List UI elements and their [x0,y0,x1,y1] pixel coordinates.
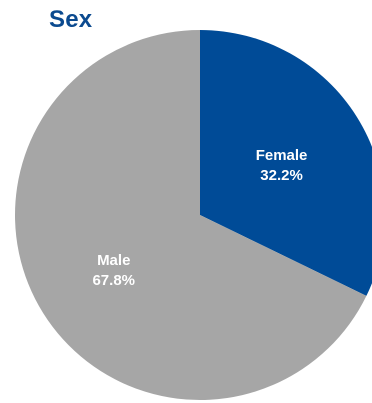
slice-value-female: 32.2% [260,167,303,184]
slice-value-male: 67.8% [92,272,135,289]
slice-label-female: Female [256,147,308,164]
pie-slice-female [200,30,372,296]
pie-labels: Female 32.2% Male 67.8% [92,147,307,289]
pie-slices [15,30,372,400]
slice-label-male: Male [97,252,130,269]
pie-slice-male [15,30,367,400]
chart-title: Sex [49,6,93,33]
